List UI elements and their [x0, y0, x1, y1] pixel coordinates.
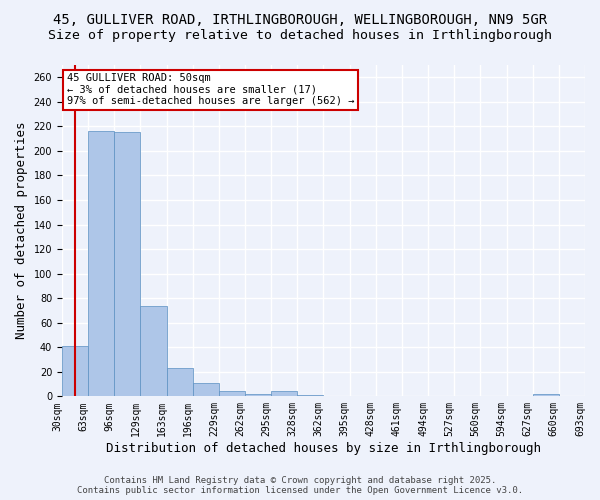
- Bar: [193, 383, 219, 396]
- Text: 45 GULLIVER ROAD: 50sqm
← 3% of detached houses are smaller (17)
97% of semi-det: 45 GULLIVER ROAD: 50sqm ← 3% of detached…: [67, 74, 355, 106]
- Text: 45, GULLIVER ROAD, IRTHLINGBOROUGH, WELLINGBOROUGH, NN9 5GR: 45, GULLIVER ROAD, IRTHLINGBOROUGH, WELL…: [53, 12, 547, 26]
- Bar: [297, 395, 323, 396]
- Bar: [140, 306, 167, 396]
- Bar: [114, 132, 140, 396]
- Text: Contains HM Land Registry data © Crown copyright and database right 2025.
Contai: Contains HM Land Registry data © Crown c…: [77, 476, 523, 495]
- Bar: [62, 346, 88, 397]
- Text: Size of property relative to detached houses in Irthlingborough: Size of property relative to detached ho…: [48, 29, 552, 42]
- Bar: [533, 394, 559, 396]
- Bar: [88, 132, 114, 396]
- Bar: [245, 394, 271, 396]
- Bar: [167, 368, 193, 396]
- Bar: [219, 392, 245, 396]
- X-axis label: Distribution of detached houses by size in Irthlingborough: Distribution of detached houses by size …: [106, 442, 541, 455]
- Bar: [271, 392, 297, 396]
- Y-axis label: Number of detached properties: Number of detached properties: [15, 122, 28, 340]
